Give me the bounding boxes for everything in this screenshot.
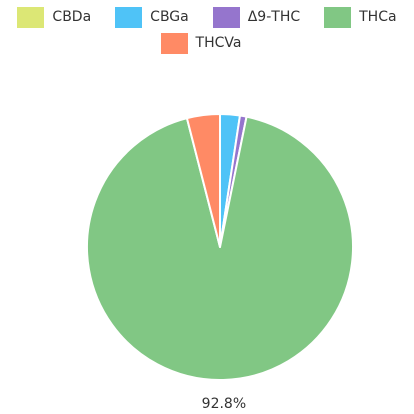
legend-item-thca[interactable]: THCa — [324, 6, 397, 28]
legend-item-cbda[interactable]: CBDa — [17, 6, 92, 28]
legend-swatch-thcva — [160, 32, 188, 54]
chart-legend: CBDa CBGa Δ9-THC THCa THCVa — [0, 0, 414, 56]
data-label-thca: 92.8% — [202, 396, 246, 412]
legend-item-d9thc[interactable]: Δ9-THC — [212, 6, 301, 28]
legend-swatch-d9thc — [212, 6, 240, 28]
legend-label-thca: THCa — [359, 9, 397, 25]
legend-label-thcva: THCVa — [195, 35, 242, 51]
legend-swatch-cbga — [115, 6, 143, 28]
legend-swatch-thca — [324, 6, 352, 28]
legend-item-thcva[interactable]: THCVa — [160, 32, 242, 54]
pie-slice-thca[interactable] — [86, 115, 354, 381]
legend-label-d9thc: Δ9-THC — [247, 9, 301, 25]
legend-label-cbga: CBGa — [150, 9, 189, 25]
legend-swatch-cbda — [17, 6, 45, 28]
pie-slice-thcva[interactable] — [185, 113, 221, 248]
legend-label-cbda: CBDa — [52, 9, 92, 25]
legend-row: THCVa — [0, 30, 414, 56]
legend-item-cbga[interactable]: CBGa — [115, 6, 189, 28]
legend-row: CBDa CBGa Δ9-THC THCa — [0, 4, 414, 30]
